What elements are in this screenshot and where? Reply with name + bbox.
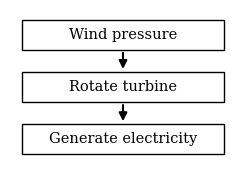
FancyBboxPatch shape	[22, 72, 224, 102]
Text: Generate electricity: Generate electricity	[49, 132, 197, 146]
Text: Wind pressure: Wind pressure	[69, 28, 177, 42]
Text: Rotate turbine: Rotate turbine	[69, 80, 177, 94]
FancyBboxPatch shape	[22, 20, 224, 50]
FancyBboxPatch shape	[22, 124, 224, 155]
